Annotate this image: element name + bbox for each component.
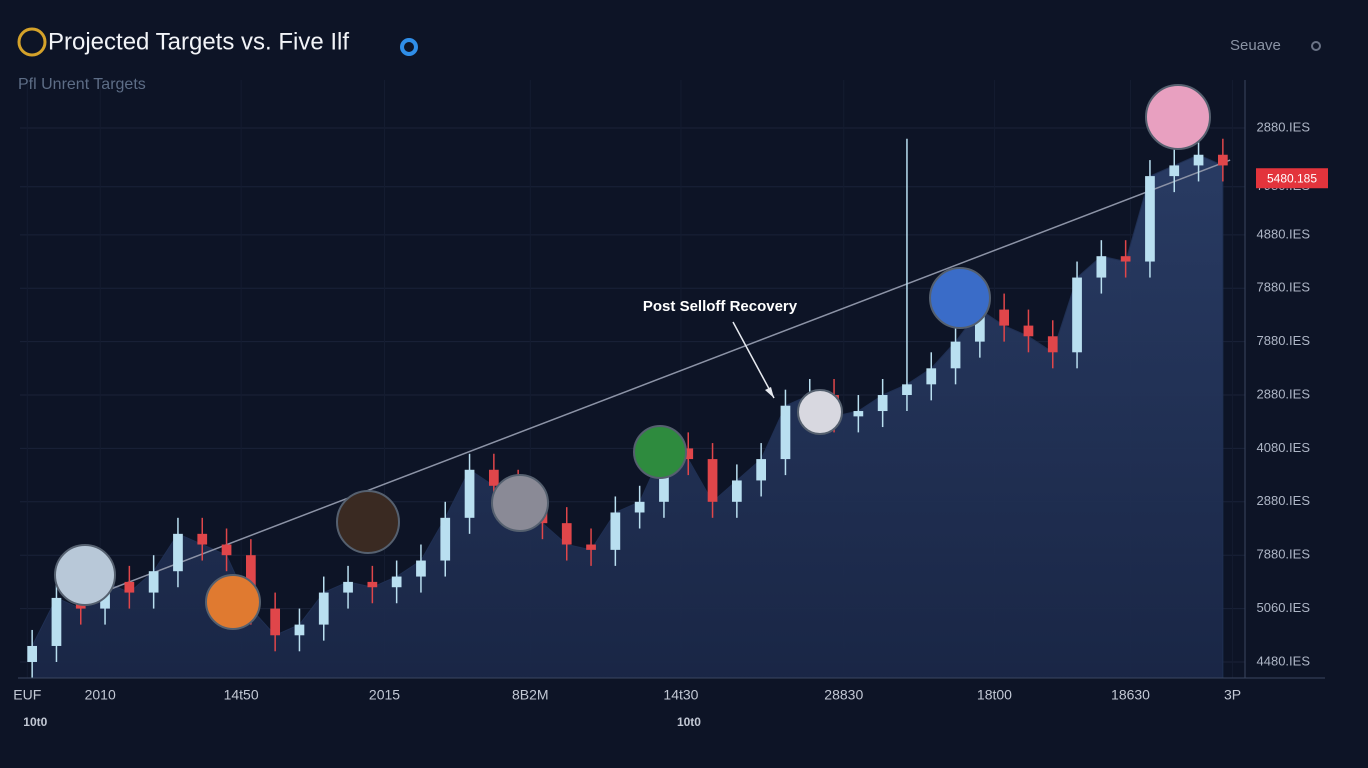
x-tick-label: 3P — [1224, 687, 1241, 703]
candle-body — [683, 448, 694, 460]
candle-body — [124, 581, 135, 593]
candle-body — [197, 533, 208, 545]
arrow-head — [765, 387, 774, 398]
icon — [491, 474, 549, 532]
candle-body — [51, 597, 62, 646]
y-tick-label: 5060.IES — [1257, 600, 1311, 615]
chart-title: Projected Targets vs. Five Ilf — [48, 28, 349, 55]
candle-body — [1096, 256, 1107, 278]
candle-body — [586, 544, 596, 550]
candle-body — [1145, 176, 1155, 262]
menu-icon[interactable] — [1311, 41, 1321, 51]
candle-body — [270, 608, 281, 636]
candle-body — [1169, 165, 1180, 177]
icon — [1145, 84, 1211, 150]
candle-body — [731, 480, 742, 502]
icon — [336, 490, 400, 554]
y-tick-label: 7880.IES — [1257, 547, 1311, 562]
x-tick-label: 28830 — [824, 687, 863, 703]
candle-body — [853, 411, 864, 417]
y-tick-label: 2880.IES — [1257, 493, 1311, 508]
candle-body — [27, 645, 38, 662]
icons — [54, 84, 1211, 630]
y-tick-label: 4880.IES — [1257, 226, 1311, 241]
x-tick-label: 14t50 — [224, 687, 259, 703]
candle-body — [1193, 154, 1204, 166]
candle-body — [610, 512, 621, 550]
icon — [929, 267, 991, 329]
trend-line — [109, 159, 1231, 591]
candle-body — [367, 581, 378, 588]
candle-body — [416, 560, 426, 577]
candle-body — [756, 459, 767, 481]
candle-body — [294, 624, 305, 636]
candle-body — [1047, 336, 1058, 353]
candle-body — [999, 309, 1010, 326]
candle-body — [318, 592, 329, 625]
x-sublabel: 10t0 — [23, 715, 47, 729]
candle-body — [488, 469, 499, 486]
candle-body — [221, 544, 232, 556]
candle-body — [1023, 325, 1034, 337]
y-tick-label: 7880.IES — [1257, 333, 1311, 348]
y-tick-label: 4480.IES — [1257, 653, 1311, 668]
candle-body — [902, 384, 912, 396]
x-tick-label: 2010 — [85, 687, 116, 703]
candle-body — [173, 533, 183, 572]
candle-body — [1217, 154, 1228, 166]
annotation: Post Selloff Recovery — [643, 298, 798, 315]
candle-body — [343, 581, 353, 593]
x-tick-label: 18630 — [1111, 687, 1150, 703]
candle-body — [1120, 256, 1131, 262]
logo — [17, 27, 47, 57]
menu-label[interactable]: Seuave — [1230, 37, 1281, 54]
x-tick-label: EUF — [13, 687, 41, 703]
price-tag-label: 5480.185 — [1267, 171, 1317, 185]
candle-body — [780, 405, 791, 460]
candle-body — [950, 341, 961, 369]
candle-body — [1072, 277, 1082, 353]
candle-body — [561, 523, 572, 545]
price-tag — [1256, 168, 1328, 189]
icon — [797, 389, 843, 435]
annotation-arrow — [732, 321, 775, 399]
y-tick-label: 2880.IES — [1257, 386, 1311, 401]
candle-body — [148, 571, 159, 593]
candle-body — [926, 368, 937, 385]
icon — [633, 425, 687, 479]
icon — [54, 544, 116, 606]
y-tick-label: 4080.IES — [1257, 440, 1311, 455]
candle-body — [391, 576, 402, 588]
x-tick-label: 14t30 — [663, 687, 698, 703]
candle-body — [707, 459, 718, 502]
candle-body — [974, 309, 985, 342]
subtitle: Pfl Unrent Targets — [18, 76, 146, 93]
candle-body — [440, 517, 451, 561]
y-tick-label: 7880.IES — [1257, 280, 1311, 295]
x-tick-label: 2015 — [369, 687, 400, 703]
candle-body — [634, 501, 645, 513]
x-sublabel: 10t0 — [677, 715, 701, 729]
icon — [205, 574, 261, 630]
candle-body — [877, 395, 888, 412]
x-tick-label: 8B2M — [512, 687, 549, 703]
info-icon[interactable] — [400, 38, 418, 56]
y-tick-label: 2880.IES — [1257, 119, 1311, 134]
x-tick-label: 18t00 — [977, 687, 1012, 703]
candle-body — [464, 469, 475, 518]
